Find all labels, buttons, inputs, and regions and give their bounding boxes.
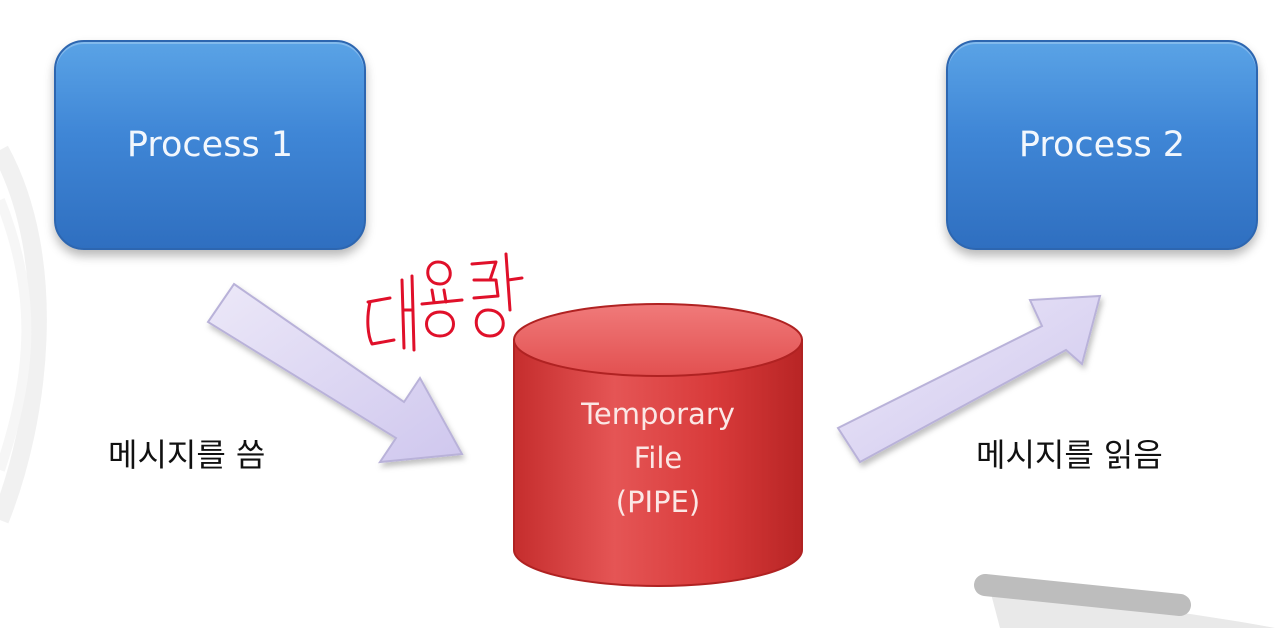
temporary-file-line-3: (PIPE) [615, 485, 701, 519]
read-message-label: 메시지를 읽음 [976, 436, 1163, 474]
process-2-box: Process 2 [946, 40, 1258, 250]
write-arrow [206, 282, 464, 464]
handwritten-annotation [366, 252, 524, 352]
write-message-label: 메시지를 씀 [108, 436, 266, 474]
temporary-file-line-1: Temporary [581, 397, 735, 431]
temporary-file-label: Temporary File (PIPE) [510, 392, 806, 524]
process-1-label: Process 1 [126, 125, 294, 165]
process-1-box: Process 1 [54, 40, 366, 250]
temporary-file-line-2: File [633, 441, 683, 475]
read-arrow [836, 294, 1102, 464]
temporary-file-cylinder [513, 303, 803, 587]
process-2-label: Process 2 [1018, 125, 1186, 165]
